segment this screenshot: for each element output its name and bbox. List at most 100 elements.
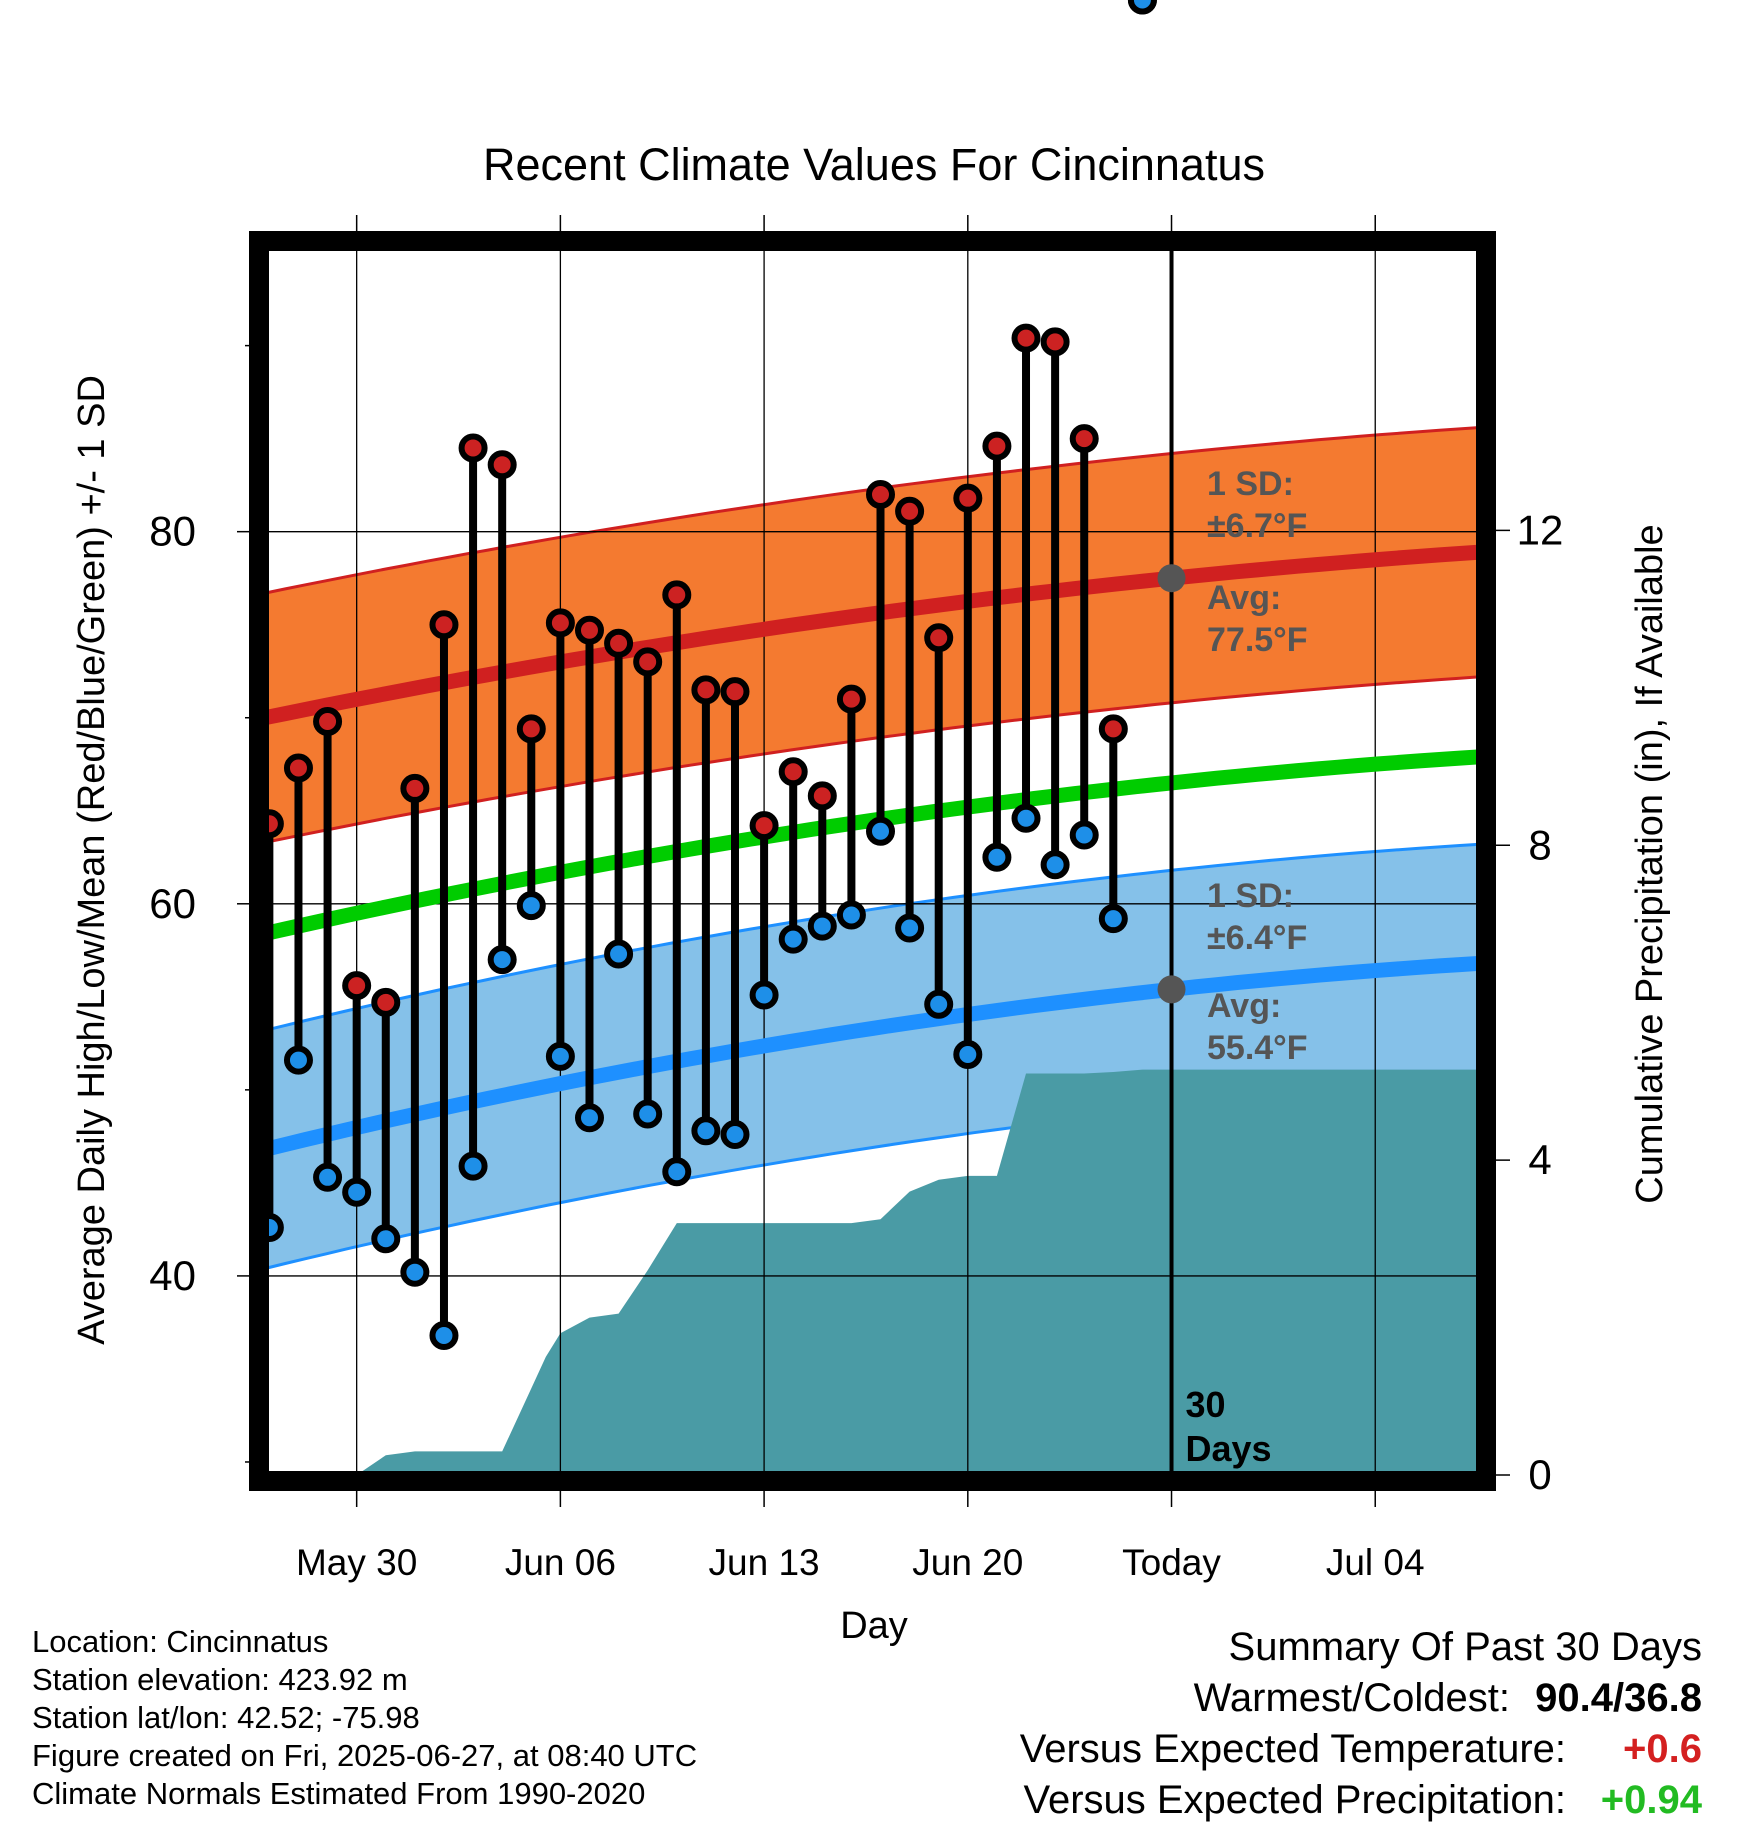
summary-temp: Versus Expected Temperature: +0.6 (1020, 1724, 1702, 1775)
low-point-17 (720, 1120, 750, 1150)
y-axis-label-right: Cumulative Precipitation (in), If Availa… (1629, 524, 1671, 1203)
y2-tick-label-3: 12 (1517, 506, 1564, 553)
low-point-15 (662, 1157, 692, 1187)
high-point-29 (1069, 424, 1099, 454)
low-point-18 (749, 980, 779, 1010)
high-point-8 (458, 433, 488, 463)
low-point-13 (604, 939, 634, 969)
low-avg-annotation-line-1: 55.4°F (1207, 1029, 1308, 1067)
high-point-19 (778, 757, 808, 787)
high-sd-annotation: 1 SD: ±6.7°F (1207, 465, 1307, 545)
elevation-text: Station elevation: 423.92 m (32, 1662, 408, 1697)
high-point-25 (953, 483, 983, 513)
high-avg-annotation-line-1: 77.5°F (1207, 621, 1308, 659)
latlon-text: Station lat/lon: 42.52; -75.98 (32, 1700, 420, 1735)
high-point-18 (749, 811, 779, 841)
low-point-7 (429, 1320, 459, 1350)
chart-title: Recent Climate Values For Cincinnatus (483, 139, 1265, 190)
warm-cold-label: Warmest/Coldest: (1193, 1676, 1510, 1720)
location-text: Location: Cincinnatus (32, 1624, 329, 1659)
x-tick-label-2: Jun 13 (709, 1542, 820, 1583)
low-sd-band (265, 844, 1480, 1269)
low-point-9 (487, 945, 517, 975)
precip-value: +0.94 (1600, 1778, 1702, 1822)
high-sd-annotation-line-0: 1 SD: (1207, 465, 1294, 503)
low-sd-annotation: 1 SD: ±6.4°F (1207, 877, 1307, 957)
high-point-21 (836, 684, 866, 714)
low-point-12 (574, 1103, 604, 1133)
low-sd-band-upper-edge (264, 842, 1481, 1032)
normal-annotations: 1 SD: ±6.7°F Avg: 77.5°F 1 SD: ±6.4°F Avg: 55.4… (1157, 465, 1308, 1067)
high-avg-annotation-line-0: Avg: (1207, 579, 1281, 617)
normals-text: Climate Normals Estimated From 1990-2020 (32, 1776, 646, 1811)
low-point-23 (895, 913, 925, 943)
summary-precip: Versus Expected Precipitation: +0.94 (1020, 1775, 1702, 1826)
high-point-16 (691, 675, 721, 705)
high-point-23 (895, 496, 925, 526)
today-days-line-1: Days (1186, 1428, 1272, 1469)
low-point-31 (1127, 0, 1157, 15)
high-point-22 (866, 479, 896, 509)
low-point-4 (342, 1177, 372, 1207)
low-point-27 (1011, 803, 1041, 833)
precipitation-area (265, 1069, 1480, 1475)
high-point-7 (429, 610, 459, 640)
low-sd-annotation-line-1: ±6.4°F (1207, 919, 1307, 957)
high-point-28 (1040, 327, 1070, 357)
x-tick-label-3: Jun 20 (912, 1542, 1023, 1583)
today-days-label: 30 Days (1186, 1384, 1272, 1469)
low-point-5 (371, 1224, 401, 1254)
high-point-27 (1011, 323, 1041, 353)
high-avg-marker (1157, 564, 1186, 593)
low-point-2 (283, 1045, 313, 1075)
temp-value: +0.6 (1623, 1727, 1702, 1771)
high-normal-line (263, 544, 1481, 726)
high-point-26 (982, 431, 1012, 461)
high-sd-band-lower-edge (264, 675, 1481, 844)
precip-label: Versus Expected Precipitation: (1023, 1778, 1566, 1822)
high-point-11 (545, 608, 575, 638)
high-point-9 (487, 450, 517, 480)
created-text: Figure created on Fri, 2025-06-27, at 08… (32, 1738, 698, 1773)
high-point-4 (342, 971, 372, 1001)
low-point-30 (1098, 904, 1128, 934)
low-point-3 (313, 1162, 343, 1192)
axes: May 30 Jun 06 Jun 13 Jun 20 Today Jul 0440608… (149, 215, 1563, 1583)
summary-warm-cold: Warmest/Coldest: 90.4/36.8 (1020, 1673, 1702, 1724)
temp-label: Versus Expected Temperature: (1019, 1727, 1566, 1771)
x-tick-label-1: Jun 06 (505, 1542, 616, 1583)
summary-panel: Summary Of Past 30 Days Warmest/Coldest:… (1020, 1622, 1702, 1826)
daily-high-low-series (254, 0, 1157, 1350)
low-avg-marker (1157, 975, 1186, 1004)
today-marker: 30 Days (1169, 247, 1272, 1475)
high-point-10 (516, 714, 546, 744)
warm-cold-value: 90.4/36.8 (1535, 1676, 1702, 1720)
low-point-29 (1069, 820, 1099, 850)
low-point-22 (866, 816, 896, 846)
low-sd-annotation-line-0: 1 SD: (1207, 877, 1294, 915)
y-tick-label-2: 80 (149, 508, 196, 555)
high-point-20 (807, 781, 837, 811)
low-point-21 (836, 900, 866, 930)
x-axis-label: Day (840, 1605, 908, 1647)
high-point-12 (574, 615, 604, 645)
low-point-25 (953, 1040, 983, 1070)
high-sd-annotation-line-1: ±6.7°F (1207, 507, 1307, 545)
high-point-13 (604, 628, 634, 658)
low-avg-annotation: Avg: 55.4°F (1207, 987, 1308, 1067)
y2-tick-label-2: 8 (1528, 821, 1551, 868)
station-info: Location: Cincinnatus Station elevation:… (32, 1623, 697, 1813)
low-normal-line (263, 955, 1481, 1157)
high-avg-annotation: Avg: 77.5°F (1207, 579, 1308, 659)
x-tick-label-0: May 30 (296, 1542, 417, 1583)
low-point-6 (400, 1257, 430, 1287)
low-point-28 (1040, 850, 1070, 880)
low-point-16 (691, 1116, 721, 1146)
low-point-10 (516, 891, 546, 921)
summary-title: Summary Of Past 30 Days (1228, 1625, 1702, 1669)
high-point-17 (720, 677, 750, 707)
y-tick-label-1: 60 (149, 880, 196, 927)
low-avg-annotation-line-0: Avg: (1207, 987, 1281, 1025)
high-point-6 (400, 773, 430, 803)
